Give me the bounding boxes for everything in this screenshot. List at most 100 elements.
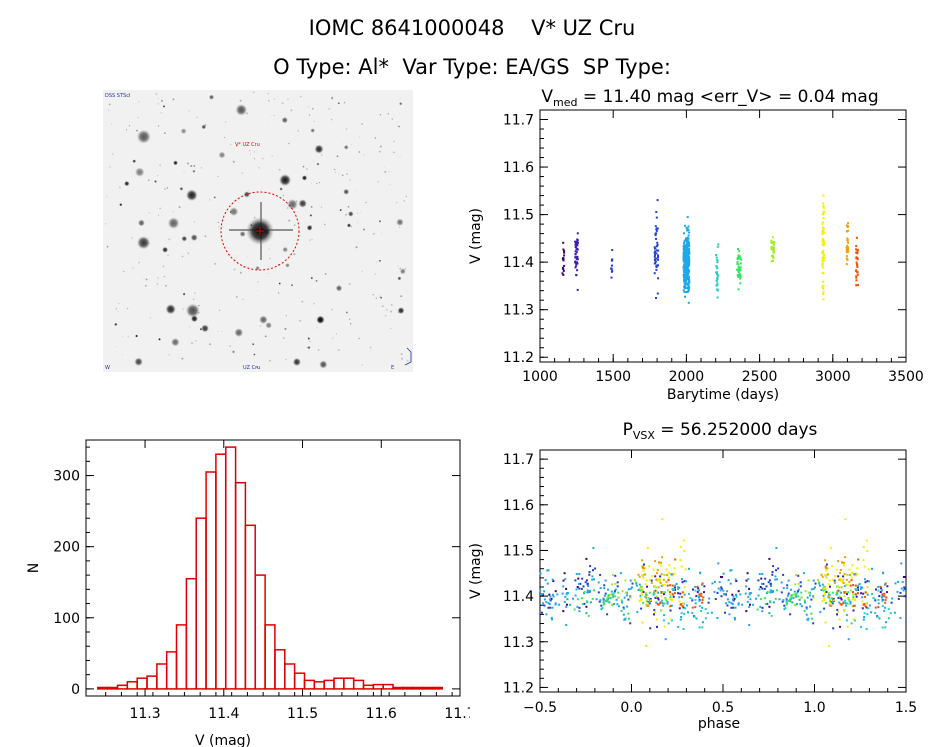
- lc-point: [656, 264, 659, 267]
- ph-point: [887, 608, 890, 611]
- ph-point: [587, 614, 590, 617]
- ph-point: [622, 613, 625, 616]
- ph-point: [640, 607, 643, 610]
- ph-point: [625, 594, 628, 597]
- lc-point: [683, 279, 685, 282]
- ph-point: [639, 585, 642, 588]
- ph-point: [655, 586, 658, 589]
- ph-point: [832, 598, 835, 600]
- lc-point: [655, 216, 658, 219]
- ph-point: [698, 593, 701, 596]
- ph-point: [612, 603, 615, 605]
- sky-faint-star: [336, 333, 338, 335]
- ph-point: [839, 597, 842, 600]
- lc-point: [821, 237, 824, 240]
- lc-point: [847, 246, 849, 249]
- ph-point: [639, 594, 642, 597]
- lc-point: [856, 263, 859, 266]
- ph-point: [702, 621, 704, 624]
- ph-point: [729, 582, 732, 585]
- sky-faint-star: [162, 265, 165, 268]
- ph-point: [657, 586, 660, 589]
- lc-point: [822, 287, 825, 290]
- sky-faint-star: [258, 167, 260, 169]
- ph-point: [687, 611, 689, 614]
- ph-point: [575, 573, 578, 575]
- ph-point: [904, 576, 906, 578]
- ph-point: [573, 608, 576, 611]
- ph-point: [841, 580, 844, 583]
- ph-point: [787, 592, 790, 595]
- ph-point: [641, 565, 644, 568]
- sky-star: [399, 268, 406, 275]
- ph-point: [732, 606, 735, 609]
- ph-point: [823, 592, 826, 595]
- ph-point: [882, 572, 885, 575]
- ph-point: [799, 603, 802, 606]
- lc-point: [685, 268, 688, 271]
- hist-bar: [284, 663, 296, 690]
- lc-point: [685, 291, 688, 293]
- sky-faint-star: [379, 114, 382, 116]
- sky-faint-star: [145, 278, 148, 281]
- ph-point: [824, 574, 827, 576]
- sky-faint-star: [316, 327, 318, 329]
- ph-point: [562, 585, 565, 588]
- sky-star: [154, 180, 157, 183]
- ph-point: [820, 589, 823, 591]
- ph-point: [845, 604, 848, 607]
- ph-point: [776, 578, 778, 581]
- sky-faint-star: [245, 112, 248, 115]
- ph-point: [841, 562, 844, 565]
- ph-point: [824, 588, 827, 591]
- sky-faint-star: [217, 175, 219, 178]
- sky-faint-star: [163, 275, 166, 278]
- ph-point: [852, 593, 855, 596]
- ph-point: [838, 578, 841, 581]
- ph-point: [757, 579, 760, 582]
- ph-point: [810, 612, 813, 615]
- ph-point: [666, 602, 669, 605]
- ph-point: [769, 582, 772, 585]
- sky-faint-star: [400, 353, 403, 356]
- lc-point: [655, 211, 658, 213]
- lc-point: [686, 267, 689, 270]
- ph-point: [856, 592, 859, 595]
- lc-point: [688, 245, 691, 247]
- ph-point: [838, 595, 841, 598]
- sky-faint-star: [379, 145, 382, 148]
- lc-point: [688, 252, 691, 255]
- lc-point: [736, 262, 739, 265]
- ph-point: [579, 582, 582, 585]
- sky-star: [290, 284, 294, 287]
- lc-point: [575, 264, 578, 267]
- ph-point: [878, 595, 881, 598]
- ph-point: [745, 585, 748, 588]
- ph-point: [735, 580, 738, 582]
- ph-point: [770, 614, 773, 617]
- ph-point: [884, 601, 887, 604]
- sky-faint-star: [384, 314, 387, 317]
- lc-point: [575, 245, 578, 248]
- ph-point: [648, 591, 651, 594]
- sky-faint-star: [297, 361, 299, 363]
- ph-point: [544, 579, 547, 582]
- ph-point: [884, 599, 887, 601]
- lc-xtick-label: 2500: [742, 369, 778, 385]
- ph-point: [610, 590, 613, 593]
- sky-star: [279, 187, 283, 191]
- ph-point: [805, 607, 808, 610]
- ph-point: [874, 612, 877, 614]
- ph-point: [561, 592, 564, 595]
- ph-point: [828, 579, 831, 582]
- lc-point: [716, 284, 719, 287]
- sky-star: [309, 214, 313, 217]
- ph-point: [861, 586, 864, 589]
- ph-point: [838, 618, 841, 621]
- ph-points: [539, 518, 906, 647]
- ph-point: [737, 590, 740, 593]
- ph-point: [730, 602, 733, 605]
- sky-faint-star: [139, 242, 142, 245]
- ph-point: [714, 580, 716, 583]
- sky-star: [185, 303, 200, 318]
